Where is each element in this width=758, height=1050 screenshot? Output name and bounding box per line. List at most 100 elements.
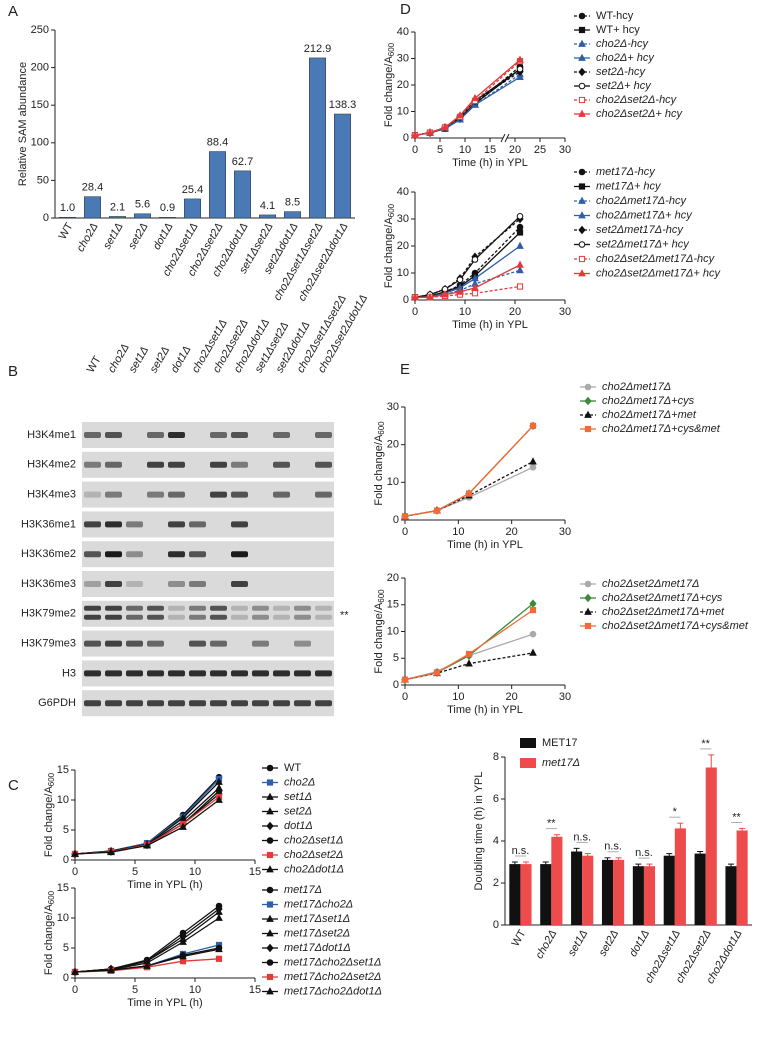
band	[84, 521, 101, 528]
bar	[284, 211, 301, 219]
legend-marker	[584, 410, 592, 418]
legend-label: cho2Δset2Δmet17Δ+cys	[602, 592, 723, 604]
line	[414, 68, 521, 136]
data-label: 4.1	[260, 200, 275, 212]
legend-label: cho2Δset2Δ+ hcy	[596, 108, 684, 120]
panel-label: A	[8, 3, 18, 20]
legend-marker	[578, 109, 586, 117]
band	[189, 614, 206, 620]
band	[210, 432, 227, 438]
marker	[426, 128, 434, 136]
blot-strip	[82, 511, 334, 538]
bar	[674, 828, 686, 925]
band	[105, 670, 122, 677]
legend-label: WT+ hcy	[596, 24, 640, 36]
band	[105, 432, 122, 438]
y-tick-label: 0	[403, 294, 409, 306]
legend-label: cho2Δmet17Δ-hcy	[596, 195, 687, 207]
band	[231, 581, 248, 587]
y-tick-label: 15	[57, 882, 69, 894]
band	[315, 491, 332, 498]
panel-label: E	[400, 361, 410, 378]
marker	[215, 904, 223, 914]
marker	[107, 965, 115, 974]
band	[126, 700, 143, 707]
marker	[401, 513, 409, 520]
x-tick-label: 0	[412, 144, 418, 156]
x-tick-label: set2Δ	[126, 221, 150, 251]
legend-marker	[578, 211, 586, 219]
band	[231, 700, 248, 707]
x-tick-label: 30	[559, 526, 571, 538]
legend-label: cho2Δdot1Δ	[284, 863, 344, 875]
x-tick-label: 5	[132, 866, 138, 878]
line	[414, 232, 521, 298]
band	[315, 581, 332, 587]
data-label: 25.4	[182, 184, 203, 196]
y-tick-label: 0	[403, 132, 409, 144]
bar	[259, 214, 276, 219]
band	[210, 670, 227, 677]
band	[168, 491, 185, 498]
legend-marker	[584, 622, 592, 630]
band	[315, 670, 332, 677]
y-axis-label: Fold change/A600	[43, 772, 56, 857]
x-tick-label: 20	[506, 691, 518, 703]
x-tick-label: WT	[57, 221, 76, 242]
bar	[309, 57, 326, 219]
band	[84, 605, 101, 611]
band	[105, 700, 122, 707]
band	[273, 521, 290, 527]
y-axis-label: Fold change/A600	[383, 42, 396, 127]
marker	[516, 55, 524, 63]
band	[147, 581, 164, 587]
band	[231, 641, 248, 647]
x-tick-label: 30	[559, 691, 571, 703]
row-label: H3K4me3	[27, 489, 76, 501]
axis-break	[503, 135, 507, 141]
band	[252, 605, 269, 611]
line	[415, 264, 521, 298]
band	[84, 551, 101, 558]
marker	[71, 967, 79, 975]
bar	[663, 855, 675, 925]
legend-marker	[578, 241, 586, 248]
legend-label: cho2Δmet17Δ+cys&met	[602, 423, 721, 435]
marker	[516, 213, 524, 220]
panel-label: C	[8, 777, 19, 794]
line	[414, 68, 521, 136]
bar	[551, 836, 563, 925]
legend-marker	[578, 183, 586, 190]
lane-label: set2Δ	[148, 345, 172, 375]
x-tick-label: 5	[437, 144, 443, 156]
band	[210, 551, 227, 557]
legend-label: set2Δmet17Δ+ hcy	[596, 238, 690, 250]
marker	[465, 659, 473, 667]
band	[84, 432, 101, 438]
band	[168, 432, 185, 438]
band	[189, 462, 206, 468]
band	[168, 614, 185, 620]
lane-label: dot1Δ	[169, 344, 194, 375]
x-tick-label: 20	[509, 144, 521, 156]
x-tick-label: set2Δ	[597, 928, 621, 958]
band	[105, 614, 122, 620]
sig-label: n.s.	[573, 831, 591, 843]
marker	[516, 265, 524, 274]
marker	[71, 849, 79, 857]
marker	[215, 944, 223, 953]
x-tick-label: set1Δ	[101, 221, 125, 251]
x-tick-label: cho2Δ	[75, 221, 101, 254]
legend-label: set1Δ	[284, 791, 312, 803]
y-label-text: Fold change/A	[373, 434, 385, 506]
line	[404, 425, 534, 517]
band	[126, 551, 143, 558]
y-axis-label: Fold change/A600	[43, 890, 56, 975]
bar	[613, 859, 625, 925]
band	[294, 640, 311, 647]
x-tick-label: cho2Δ	[533, 928, 559, 961]
bar	[109, 216, 126, 219]
band	[231, 551, 248, 558]
legend-label: dot1Δ	[284, 820, 313, 832]
legend-marker	[578, 196, 586, 204]
